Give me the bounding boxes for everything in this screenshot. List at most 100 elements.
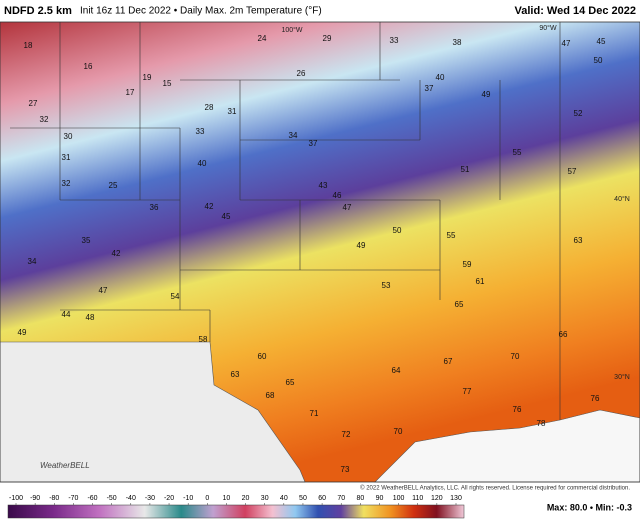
station-value: 60 — [258, 352, 267, 361]
station-value: 47 — [99, 286, 108, 295]
station-value: 47 — [343, 203, 352, 212]
station-value: 37 — [425, 84, 434, 93]
state-borders — [10, 22, 561, 420]
copyright: © 2022 WeatherBELL Analytics, LLC. All r… — [360, 485, 630, 492]
station-value: 58 — [199, 335, 208, 344]
station-value: 19 — [143, 73, 152, 82]
station-value: 49 — [357, 241, 366, 250]
station-value: 31 — [62, 153, 71, 162]
station-value: 30 — [64, 132, 73, 141]
station-value: 15 — [163, 79, 172, 88]
station-value: 49 — [18, 328, 27, 337]
station-value: 37 — [309, 139, 318, 148]
station-value: 63 — [574, 236, 583, 245]
station-value: 17 — [126, 88, 135, 97]
grid-label: 100°W — [281, 26, 302, 34]
station-value: 59 — [463, 260, 472, 269]
colorbar-tick-label: -90 — [30, 495, 40, 502]
station-value: 45 — [597, 37, 606, 46]
station-value: 36 — [150, 203, 159, 212]
colorbar-tick-label: -40 — [126, 495, 136, 502]
station-value: 45 — [222, 212, 231, 221]
station-value: 72 — [342, 430, 351, 439]
station-value: 26 — [297, 69, 306, 78]
station-value: 55 — [513, 148, 522, 157]
station-value: 49 — [482, 90, 491, 99]
station-value: 25 — [109, 181, 118, 190]
station-value: 29 — [323, 34, 332, 43]
station-value: 34 — [28, 257, 37, 266]
station-value: 78 — [537, 419, 546, 428]
colorbar-tick-label: 80 — [356, 495, 364, 502]
valid-label: Valid: Wed 14 Dec 2022 — [515, 5, 636, 17]
station-value: 65 — [286, 378, 295, 387]
logo: WeatherBELL — [40, 461, 90, 470]
station-value: 48 — [86, 313, 95, 322]
station-value: 61 — [476, 277, 485, 286]
station-value: 16 — [84, 62, 93, 71]
colorbar-tick-label: 110 — [412, 495, 423, 502]
colorbar-tick-label: 100 — [393, 495, 405, 502]
colorbar-tick-label: 60 — [318, 495, 326, 502]
colorbar-tick-label: -60 — [87, 495, 97, 502]
colorbar-tick-label: 70 — [337, 495, 345, 502]
station-value: 71 — [310, 409, 319, 418]
station-value: 28 — [205, 103, 214, 112]
station-value: 43 — [319, 181, 328, 190]
station-value: 38 — [453, 38, 462, 47]
grid-label: 40°N — [614, 195, 630, 203]
colorbar-tick-label: 20 — [242, 495, 250, 502]
colorbar-tick-label: 120 — [431, 495, 443, 502]
colorbar-tick-label: -50 — [107, 495, 117, 502]
station-value: 54 — [171, 292, 180, 301]
station-value: 33 — [390, 36, 399, 45]
station-value: 53 — [382, 281, 391, 290]
station-value: 70 — [394, 427, 403, 436]
station-value: 27 — [29, 99, 38, 108]
map-frame — [0, 21, 640, 483]
station-value: 67 — [444, 357, 453, 366]
colorbar-tick-label: -20 — [164, 495, 174, 502]
station-value: 47 — [562, 39, 571, 48]
station-value: 32 — [62, 179, 71, 188]
station-value: 65 — [455, 300, 464, 309]
colorbar-tick-label: 40 — [280, 495, 288, 502]
station-value: 18 — [24, 41, 33, 50]
station-value: 33 — [196, 127, 205, 136]
colorbar-tick-label: 50 — [299, 495, 307, 502]
station-value: 51 — [461, 165, 470, 174]
station-value: 46 — [333, 191, 342, 200]
station-value: 76 — [591, 394, 600, 403]
station-value: 76 — [513, 405, 522, 414]
colorbar-tick-label: 10 — [223, 495, 231, 502]
station-value: 55 — [447, 231, 456, 240]
station-value: 42 — [112, 249, 121, 258]
colorbar-tick-label: 90 — [376, 495, 384, 502]
station-value: 34 — [289, 131, 298, 140]
station-value: 50 — [393, 226, 402, 235]
colorbar-tick-label: -80 — [49, 495, 59, 502]
station-value: 70 — [511, 352, 520, 361]
station-value: 40 — [436, 73, 445, 82]
station-value: 42 — [205, 202, 214, 211]
station-value: 63 — [231, 370, 240, 379]
station-value: 66 — [559, 330, 568, 339]
station-value: 77 — [463, 387, 472, 396]
station-value: 32 — [40, 115, 49, 124]
station-value: 50 — [594, 56, 603, 65]
colorbar-tick-label: -70 — [68, 495, 78, 502]
colorbar-tick-label: 30 — [261, 495, 269, 502]
model-label: NDFD 2.5 km — [4, 5, 72, 17]
colorbar-tick-label: -100 — [9, 495, 23, 502]
station-value: 31 — [228, 107, 237, 116]
station-value: 44 — [62, 310, 71, 319]
colorbar-tick-label: 130 — [450, 495, 462, 502]
station-value: 35 — [82, 236, 91, 245]
station-value: 64 — [392, 366, 401, 375]
station-value: 24 — [258, 34, 267, 43]
colorbar-tick-label: -30 — [145, 495, 155, 502]
colorbar — [7, 504, 465, 519]
max-min: Max: 80.0 • Min: -0.3 — [547, 502, 632, 512]
colorbar-tick-label: -10 — [183, 495, 193, 502]
